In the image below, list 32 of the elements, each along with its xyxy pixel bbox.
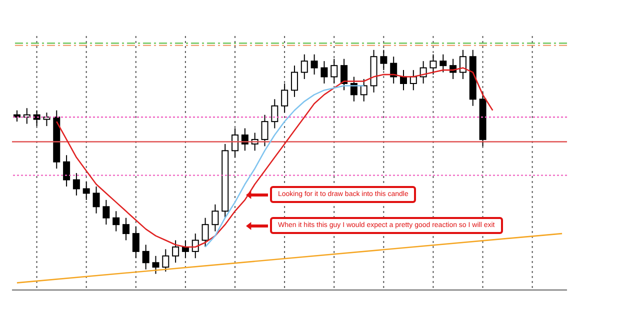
candlestick <box>82 182 90 200</box>
candlestick <box>152 255 160 274</box>
candlestick <box>232 128 239 158</box>
candlestick <box>33 110 40 127</box>
candlestick <box>330 58 338 84</box>
candlestick <box>281 83 288 114</box>
candlestick <box>202 217 209 248</box>
candlestick <box>142 244 150 270</box>
candlestick <box>380 49 388 71</box>
candlestick <box>63 154 70 188</box>
candlestick <box>162 248 170 272</box>
candlestick <box>212 204 219 232</box>
candlestick <box>320 60 328 84</box>
candlestick <box>290 65 298 98</box>
candlestick <box>132 226 140 259</box>
candlestick <box>102 199 110 226</box>
candlestick <box>440 54 447 73</box>
candlestick <box>261 114 268 147</box>
candlestick <box>43 112 50 127</box>
candlestick <box>430 54 437 76</box>
candlestick <box>271 98 278 129</box>
candlestick <box>360 78 368 102</box>
candlestick <box>340 58 348 91</box>
candlestick <box>390 56 398 84</box>
candlestick <box>72 172 80 196</box>
candlestick <box>112 210 120 232</box>
candlestick <box>92 186 100 214</box>
candlestick <box>459 49 466 80</box>
candlestick <box>300 54 308 80</box>
candlestick <box>122 217 130 241</box>
candlestick <box>172 240 180 264</box>
candlestick <box>310 54 318 76</box>
